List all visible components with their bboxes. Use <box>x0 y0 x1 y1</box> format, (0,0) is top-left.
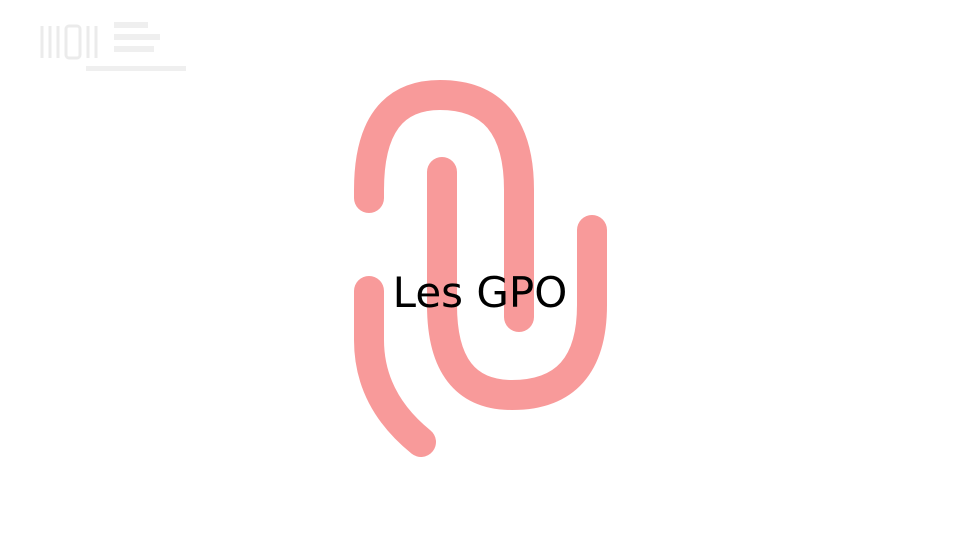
slide-title: Les GPO <box>392 268 568 317</box>
paperclip-icon <box>330 70 630 470</box>
brand-logo-icon <box>36 18 196 82</box>
